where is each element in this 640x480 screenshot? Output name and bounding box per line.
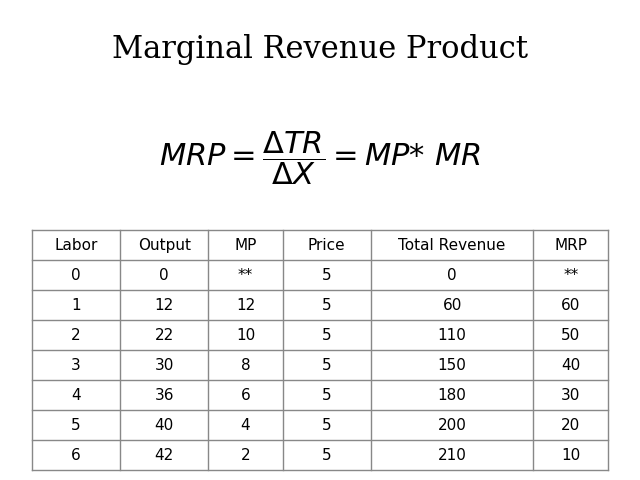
Text: 5: 5 [322, 328, 332, 343]
Text: 4: 4 [71, 388, 81, 403]
Text: 42: 42 [154, 448, 174, 463]
Text: 0: 0 [447, 268, 457, 283]
Text: 10: 10 [236, 328, 255, 343]
Text: **: ** [238, 268, 253, 283]
Text: 50: 50 [561, 328, 580, 343]
Text: MRP: MRP [554, 238, 588, 253]
Text: 6: 6 [241, 388, 250, 403]
Text: 22: 22 [154, 328, 174, 343]
Text: 210: 210 [438, 448, 467, 463]
Text: 0: 0 [71, 268, 81, 283]
Text: 2: 2 [241, 448, 250, 463]
Text: 110: 110 [438, 328, 467, 343]
Text: 2: 2 [71, 328, 81, 343]
Text: 200: 200 [438, 418, 467, 433]
Text: 36: 36 [154, 388, 174, 403]
Text: 20: 20 [561, 418, 580, 433]
Text: 8: 8 [241, 358, 250, 373]
Text: 5: 5 [322, 418, 332, 433]
Text: 40: 40 [154, 418, 174, 433]
Text: 5: 5 [322, 388, 332, 403]
Text: 5: 5 [322, 298, 332, 313]
Text: 180: 180 [438, 388, 467, 403]
Text: 6: 6 [71, 448, 81, 463]
Text: 30: 30 [154, 358, 174, 373]
Text: 4: 4 [241, 418, 250, 433]
Text: 10: 10 [561, 448, 580, 463]
Text: 5: 5 [322, 448, 332, 463]
Text: 1: 1 [71, 298, 81, 313]
Text: 5: 5 [322, 268, 332, 283]
Text: 150: 150 [438, 358, 467, 373]
Text: 0: 0 [159, 268, 169, 283]
Text: 30: 30 [561, 388, 580, 403]
Text: 12: 12 [154, 298, 174, 313]
Text: 60: 60 [561, 298, 580, 313]
Text: MP: MP [234, 238, 257, 253]
Text: Output: Output [138, 238, 191, 253]
Text: Price: Price [308, 238, 346, 253]
Text: 12: 12 [236, 298, 255, 313]
Text: Total Revenue: Total Revenue [399, 238, 506, 253]
Text: 5: 5 [71, 418, 81, 433]
Text: Marginal Revenue Product: Marginal Revenue Product [112, 34, 528, 65]
Text: 40: 40 [561, 358, 580, 373]
Text: 60: 60 [442, 298, 462, 313]
Text: $\mathit{MRP} = \dfrac{\mathit{\Delta TR}}{\mathit{\Delta X}} = \mathit{MP{*}\ M: $\mathit{MRP} = \dfrac{\mathit{\Delta TR… [159, 130, 481, 187]
Text: 3: 3 [71, 358, 81, 373]
Text: Labor: Labor [54, 238, 98, 253]
Text: **: ** [563, 268, 579, 283]
Text: 5: 5 [322, 358, 332, 373]
